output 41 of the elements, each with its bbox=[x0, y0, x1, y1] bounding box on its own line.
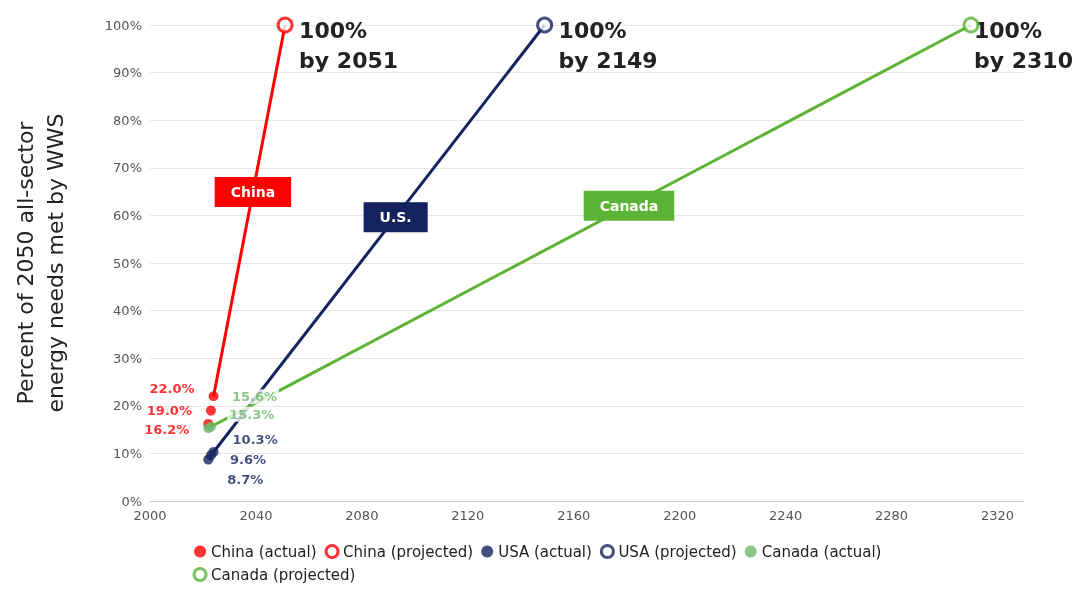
data-label: 8.7% bbox=[227, 472, 264, 488]
annotation: 100% by 2310 bbox=[974, 17, 1073, 73]
x-tick-label: 2320 bbox=[980, 508, 1015, 523]
legend-label: China (projected) bbox=[343, 542, 474, 561]
y-tick-label: 40% bbox=[113, 303, 142, 319]
legend-label: USA (projected) bbox=[618, 542, 737, 561]
x-tick-label: 2200 bbox=[663, 508, 697, 523]
y-tick-label: 80% bbox=[113, 112, 142, 128]
y-tick-label: 100% bbox=[104, 17, 142, 33]
legend-label: Canada (actual) bbox=[761, 542, 882, 561]
data-label: 15.3% bbox=[229, 406, 275, 422]
data-label: 15.6% bbox=[231, 389, 278, 405]
y-tick-label: 10% bbox=[113, 445, 142, 461]
legend-label: Canada (projected) bbox=[211, 565, 356, 584]
y-tick-label: 60% bbox=[113, 207, 142, 223]
legend-label: China (actual) bbox=[211, 542, 317, 561]
y-tick-label: 70% bbox=[113, 160, 142, 176]
x-tick-label: 2080 bbox=[345, 508, 379, 523]
x-tick-label: 2040 bbox=[239, 508, 273, 523]
y-tick-label: 20% bbox=[113, 398, 142, 414]
x-tick-label: 2280 bbox=[875, 508, 909, 523]
data-label: 9.6% bbox=[229, 451, 266, 467]
x-tick-label: 2240 bbox=[769, 508, 803, 523]
annotation: 100% by 2149 bbox=[558, 17, 658, 73]
y-tick-label: 90% bbox=[113, 65, 142, 81]
legend-label: USA (actual) bbox=[498, 542, 592, 561]
series-label: China bbox=[230, 184, 276, 201]
x-tick-label: 2120 bbox=[451, 508, 485, 523]
x-tick-label: 2000 bbox=[133, 508, 167, 523]
x-tick-label: 2160 bbox=[557, 508, 591, 523]
y-tick-label: 0% bbox=[121, 493, 142, 509]
y-tick-label: 30% bbox=[113, 350, 142, 366]
data-label: 16.2% bbox=[144, 422, 190, 438]
annotation: 100% by 2051 bbox=[299, 17, 399, 73]
data-label: 22.0% bbox=[149, 380, 195, 396]
y-tick-label: 50% bbox=[113, 255, 142, 271]
y-axis-title: Percent of 2050 all-sector energy needs met by WWS bbox=[12, 113, 68, 413]
data-label: 19.0% bbox=[146, 403, 192, 419]
series-label: Canada bbox=[599, 197, 659, 214]
series-label: U.S. bbox=[379, 209, 412, 226]
data-label: 10.3% bbox=[232, 432, 278, 448]
